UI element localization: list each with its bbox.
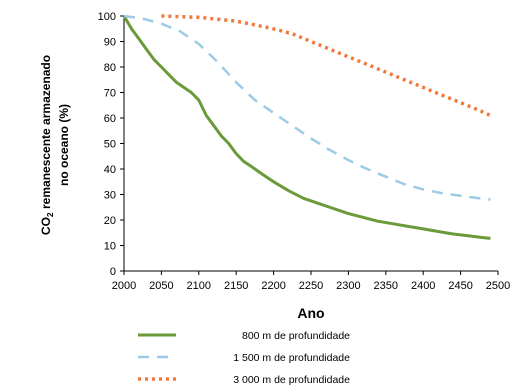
x-tick-label: 2400 (411, 280, 435, 292)
x-tick-label: 2300 (336, 280, 360, 292)
series-line-2 (123, 14, 491, 201)
x-tick-label: 2050 (149, 280, 173, 292)
legend-label-3: 3 000 m de profundidade (233, 374, 350, 386)
x-tick-label: 2100 (187, 280, 211, 292)
y-tick-label: 60 (104, 113, 116, 125)
y-axis-title-subscript: 2 (45, 212, 55, 217)
series-line-1 (122, 15, 491, 240)
y-tick-label: 10 (104, 241, 116, 253)
y-axis-title-suffix: remanescente armazenado (39, 55, 53, 212)
x-tick-label: 2500 (486, 280, 510, 292)
y-tick-label: 70 (104, 88, 116, 100)
y-tick-label: 100 (98, 11, 116, 23)
y-axis-title: CO2 remanescente armazenado no oceano (%… (39, 55, 71, 235)
x-tick-label: 2000 (112, 280, 136, 292)
legend: 800 m de profundidade 1 500 m de profundi… (138, 330, 350, 386)
y-tick-label: 40 (104, 164, 116, 176)
y-tick-label: 90 (104, 37, 116, 49)
y-tick-label: 30 (104, 190, 116, 202)
series-lines (122, 14, 492, 240)
y-tick-label: 0 (110, 266, 116, 278)
y-tick-labels: 0 10 20 30 40 50 60 70 80 90 100 (98, 11, 116, 278)
legend-label-2: 1 500 m de profundidade (233, 352, 350, 364)
axes (120, 15, 499, 275)
x-tick-labels: 2000 2050 2100 2150 2200 2250 2300 2350 2400 2450… (112, 280, 510, 292)
x-tick-label: 2200 (261, 280, 285, 292)
y-tick-label: 80 (104, 62, 116, 74)
x-tick-label: 2450 (448, 280, 472, 292)
y-axis-title-line1: CO2 remanescente armazenado (39, 55, 55, 235)
legend-label-1: 800 m de profundidade (242, 330, 350, 342)
y-axis-title-prefix: CO (39, 217, 53, 235)
x-tick-label: 2350 (374, 280, 398, 292)
x-tick-label: 2150 (224, 280, 248, 292)
y-tick-label: 20 (104, 215, 116, 227)
x-tick-label: 2250 (299, 280, 323, 292)
x-axis-title: Ano (297, 305, 324, 321)
y-axis-title-line2: no oceano (%) (57, 104, 71, 186)
y-tick-label: 50 (104, 139, 116, 151)
series-line-3 (161, 14, 492, 118)
